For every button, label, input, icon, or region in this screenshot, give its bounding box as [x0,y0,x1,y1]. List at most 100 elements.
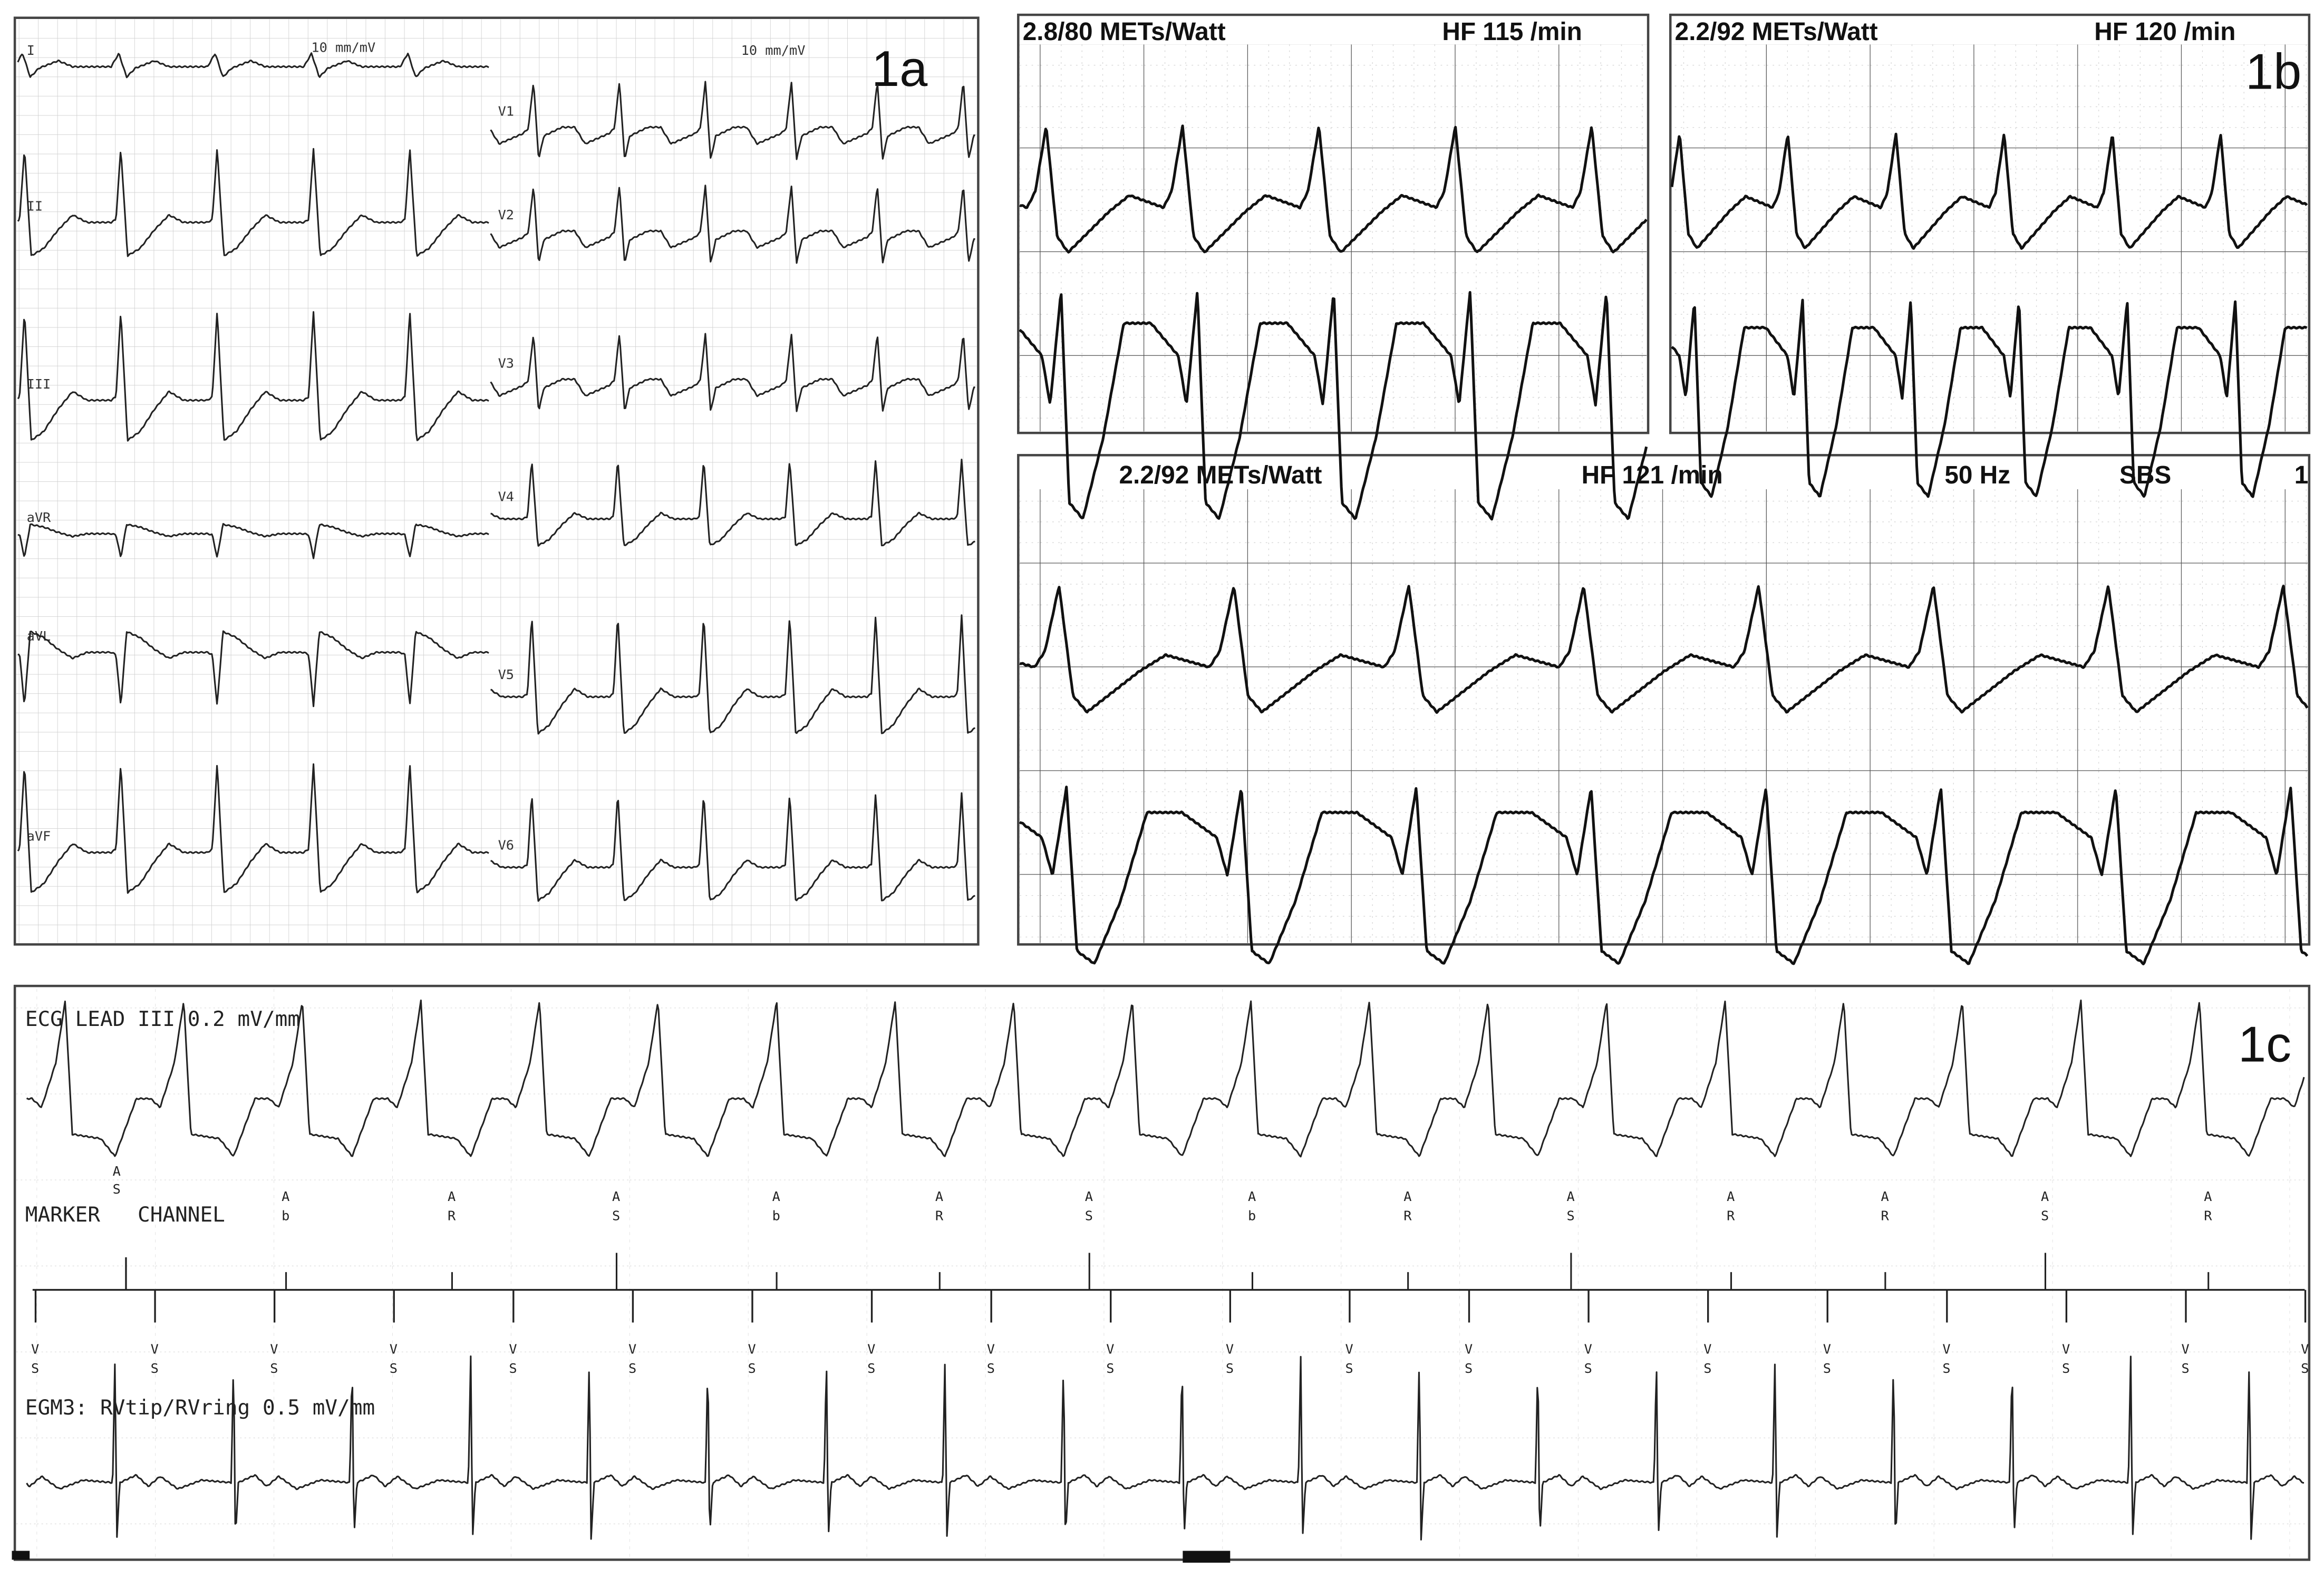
lead-V4-trace [490,458,975,547]
lead-label: III [27,376,51,392]
lead-aVL-trace [17,630,489,708]
lead-label: V1 [498,103,514,119]
atrial-marker-label: A [1248,1189,1256,1204]
strip-1-heart-rate: HF 115 /min [1442,18,1582,46]
ventricular-marker-label: V [270,1342,278,1357]
panel-label-1c: 1c [2238,1016,2291,1073]
strip-3-trace-2 [1019,786,2309,966]
ventricular-marker-label: S [2062,1361,2070,1376]
atrial-marker-label: A [935,1189,943,1204]
ventricular-marker-label: V [2301,1342,2309,1357]
atrial-marker-label: A [113,1164,121,1179]
atrial-marker-label: A [2204,1189,2212,1204]
atrial-marker-label: A [1566,1189,1574,1204]
ventricular-marker-label: V [1106,1342,1114,1357]
atrial-marker-label: R [1881,1208,1889,1223]
atrial-marker-label: R [2204,1208,2212,1223]
ventricular-marker-label: V [748,1342,756,1357]
lead-V2-trace [490,185,975,264]
lead-V3-trace [490,333,975,412]
atrial-marker-label: A [2041,1189,2049,1204]
ventricular-marker-label: S [2301,1361,2309,1376]
strip-1-trace-1 [1019,124,1648,254]
scroll-mark [1183,1551,1231,1563]
panel-label-1b: 1b [2245,44,2301,100]
strip-2-trace-1 [1670,132,2308,250]
ventricular-marker-label: V [2062,1342,2070,1357]
ventricular-marker-label: V [628,1342,636,1357]
ventricular-marker-label: V [987,1342,995,1357]
ventricular-marker-label: S [509,1361,517,1376]
lead-label: V4 [498,489,514,505]
atrial-marker-label: b [772,1208,780,1223]
panel-1a: 10 mm/mV 10 mm/mV 1a IIIIIIaVRaVLaVFV1V2… [13,16,980,946]
ventricular-marker-label: V [867,1342,875,1357]
strip-3-filter: 50 Hz [1944,461,2010,489]
ventricular-marker-label: S [1226,1361,1234,1376]
ventricular-marker-label: V [151,1342,159,1357]
atrial-marker-label: R [448,1208,456,1223]
ventricular-marker-label: S [1106,1361,1114,1376]
ventricular-marker-label: V [509,1342,517,1357]
ventricular-marker-label: S [1942,1361,1950,1376]
ventricular-marker-label: S [748,1361,756,1376]
ventricular-marker-label: S [151,1361,159,1376]
atrial-marker-label: R [935,1208,944,1223]
atrial-marker-label: A [1881,1189,1889,1204]
grid [1672,44,2308,432]
ventricular-marker-label: S [987,1361,995,1376]
lead-label: II [27,198,43,214]
lead-V6-trace [490,792,975,902]
lead-aVF-trace [17,763,489,894]
atrial-marker-label: S [113,1181,121,1197]
ventricular-marker-label: V [390,1342,398,1357]
lead-label: V6 [498,837,514,853]
ventricular-marker-label: S [1345,1361,1353,1376]
ventricular-marker-label: S [1823,1361,1831,1376]
lead-aVR-trace [17,523,489,559]
ventricular-marker-label: S [867,1361,875,1376]
lead-V5-trace [490,614,975,735]
ventricular-marker-label: V [1345,1342,1353,1357]
atrial-marker-label: R [1727,1208,1735,1223]
strip-1-trace-2 [1019,291,1648,521]
grid [16,987,2308,1558]
ventricular-marker-label: V [1942,1342,1950,1357]
lead-label: aVF [27,829,51,844]
strip-3-mode: SBS [2119,461,2171,489]
grid [1020,489,2308,943]
ventricular-marker-label: S [2182,1361,2190,1376]
ventricular-marker-label: V [1226,1342,1234,1357]
atrial-marker-label: S [1085,1208,1093,1223]
ventricular-marker-label: V [1584,1342,1592,1357]
grid [1020,44,1647,432]
ventricular-marker-label: S [1703,1361,1711,1376]
atrial-marker-label: A [448,1189,456,1204]
scroll-mark [12,1551,30,1560]
lead-III-trace [17,311,489,442]
ventricular-marker-label: S [1584,1361,1592,1376]
ventricular-marker-label: V [1823,1342,1831,1357]
ventricular-marker-label: S [1465,1361,1473,1376]
lead-label: aVR [27,510,51,525]
ecg-lead-label: ECG LEAD III 0.2 mV/mm [25,1007,300,1031]
grid [16,19,977,943]
atrial-marker-label: S [1566,1208,1574,1223]
gain-label-left: 10 mm/mV [311,40,375,55]
atrial-marker-label: A [1403,1189,1411,1204]
lead-V1-trace [490,81,975,160]
lead-label: V3 [498,355,514,371]
panel-label-1a: 1a [872,41,928,97]
ventricular-marker-label: S [390,1361,398,1376]
ventricular-marker-label: S [628,1361,636,1376]
egm-label: EGM3: RVtip/RVring 0.5 mV/mm [25,1396,375,1420]
atrial-marker-label: b [1248,1208,1256,1223]
ecg-lead-iii-trace [26,999,2305,1158]
ventricular-marker-label: S [31,1361,39,1376]
atrial-marker-label: A [612,1189,620,1204]
atrial-marker-label: R [1403,1208,1412,1223]
strip-3-edge: 1 [2294,461,2309,489]
panel-1c: ECG LEAD III 0.2 mV/mm 1c MARKER CHANNEL… [12,984,2311,1563]
atrial-marker-label: A [1085,1189,1093,1204]
